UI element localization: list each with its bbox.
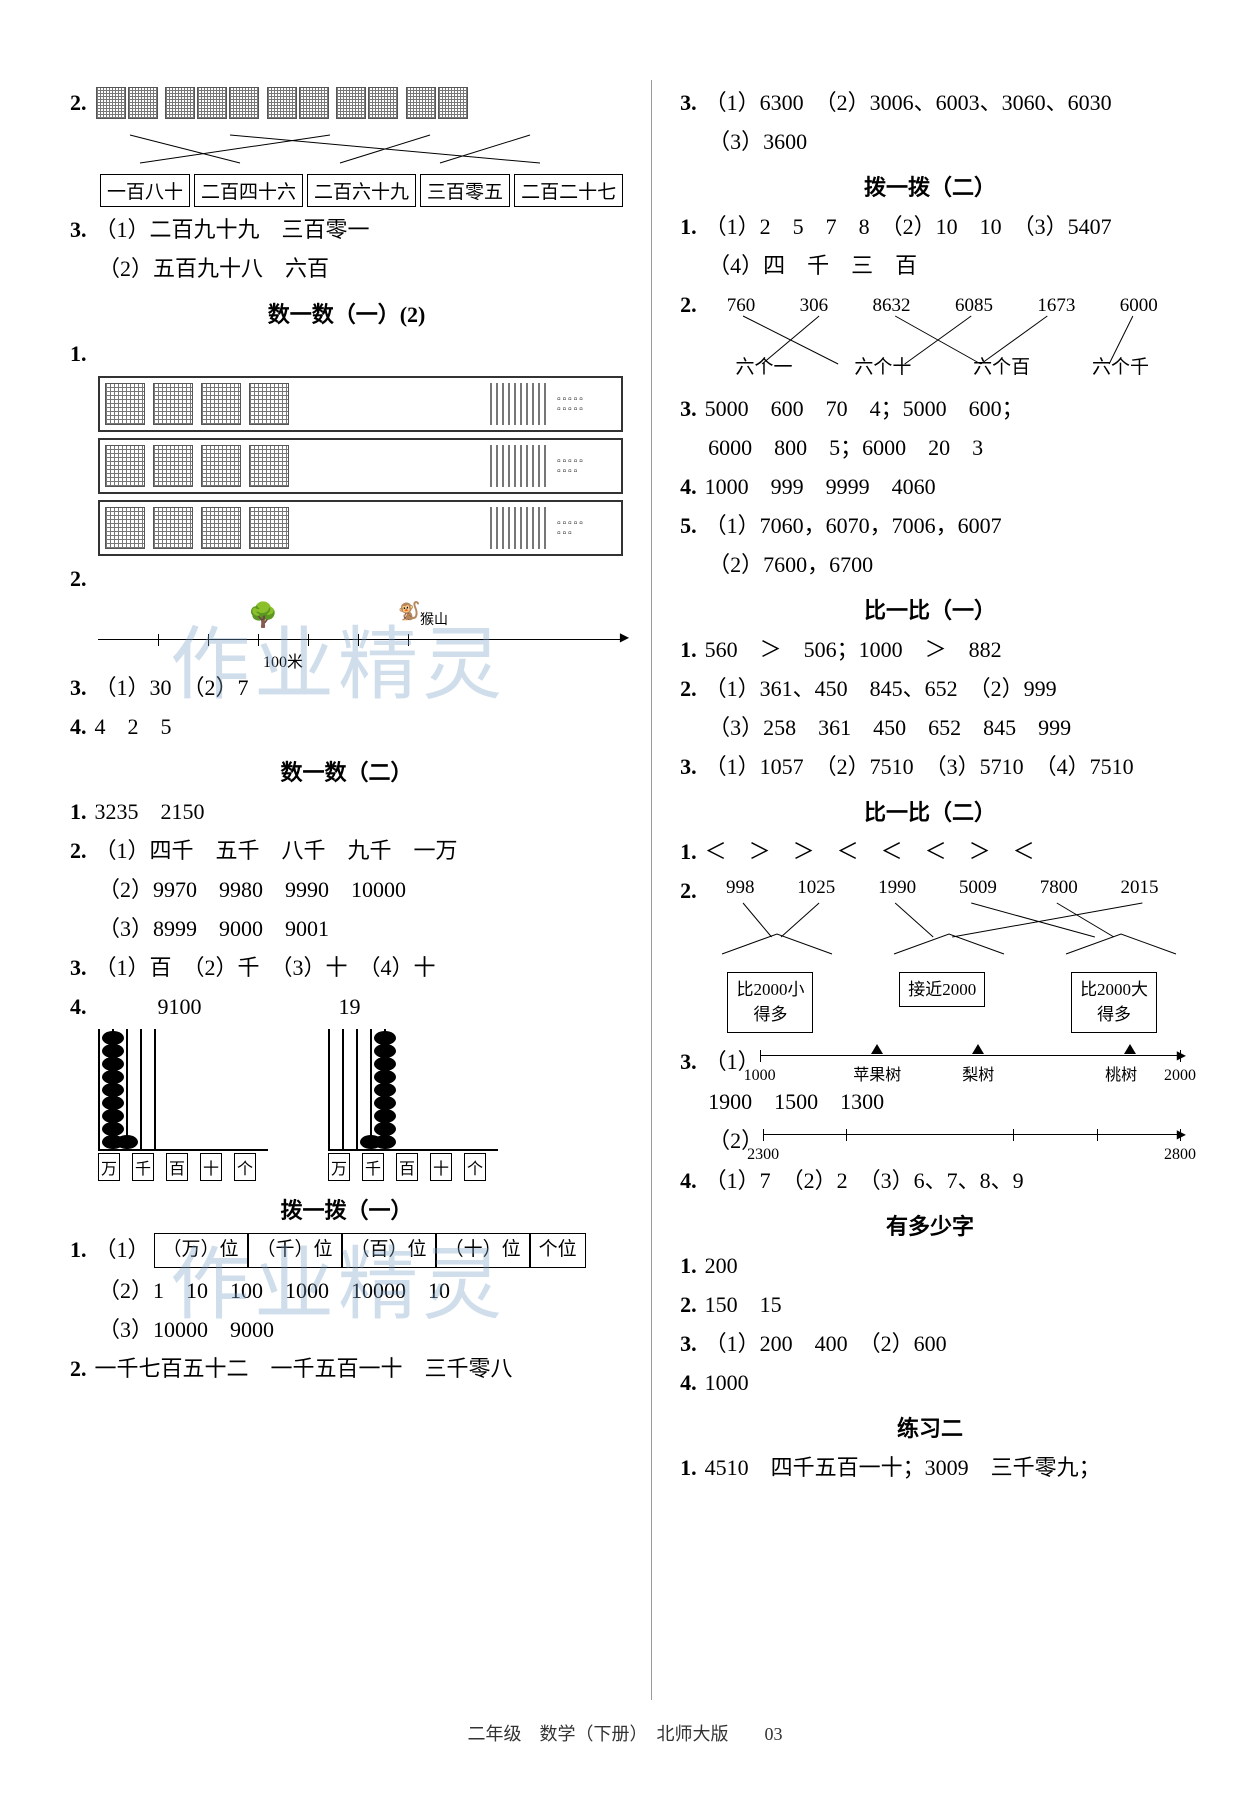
r5-q1: 1.4510 四千五百一十；3009 三千零九；	[680, 1451, 1180, 1484]
s2-q4: 4. 9100 19	[70, 990, 623, 1023]
r1-q5: 5.（1）7060，6070，7006，6007	[680, 509, 1180, 542]
tree-icon: 🌳	[248, 601, 278, 630]
q2-cross-lines	[100, 135, 590, 165]
r2-q2-2: （3）258 361 450 652 845 999	[708, 711, 1180, 744]
s2-q2-2: （2）9970 9980 9990 10000	[98, 873, 623, 906]
r1-q5-2: （2）7600，6700	[708, 548, 1180, 581]
q3-1: （1）二百九十九 三百零一	[95, 213, 370, 246]
section-title: 比一比（二）	[680, 795, 1180, 827]
r2-q3: 3.（1）1057 （2）7510 （3）5710 （4）7510	[680, 750, 1180, 783]
q2-box: 二百六十九	[307, 174, 416, 207]
page-columns: 2. 一百八十 二百四十六 二百六十九 三百零五 二百二十七 3.	[70, 80, 1180, 1700]
r2-q2: 2.（1）361、450 845、652 （2）999	[680, 672, 1180, 705]
r-q3: 3.（1）6300 （2）3006、6003、3060、6030	[680, 86, 1180, 119]
q2-box: 一百八十	[100, 174, 190, 207]
r3-q4: 4.（1）7 （2）2 （3）6、7、8、9	[680, 1164, 1180, 1197]
r-q3-2: （3）3600	[708, 125, 1180, 158]
r4-q2: 2.150 15	[680, 1288, 1180, 1321]
s2-q1: 1.3235 2150	[70, 795, 623, 828]
q3-2: （2）五百九十八 六百	[98, 252, 623, 285]
s2-q2-3: （3）8999 9000 9001	[98, 912, 623, 945]
column-divider	[651, 80, 652, 1700]
section-title: 有多少字	[680, 1209, 1180, 1241]
r1-q1: 1.（1）2 5 7 8 （2）10 10 （3）5407	[680, 210, 1180, 243]
r2-q1: 1.560 ＞ 506；1000 ＞ 882	[680, 633, 1180, 666]
s3-q1: 1.（1） （万）位 （千）位 （百）位 （十）位 个位	[70, 1233, 623, 1268]
r4-q4: 4.1000	[680, 1366, 1180, 1399]
s1-q3: 3.（1）30 （2）7	[70, 671, 623, 704]
r1-q2: 2. 760 306 8632 6085 1673 6000	[680, 288, 1180, 386]
abacus-1: 万 千 百 十 个	[98, 1029, 268, 1181]
r4-q3: 3.（1）200 400 （2）600	[680, 1327, 1180, 1360]
q3-num: 3.	[70, 213, 87, 246]
r3-q3-vals: 1900 1500 1300	[708, 1085, 1180, 1118]
r1-q1-2: （4）四 千 三 百	[708, 249, 1180, 282]
s2-q2: 2.（1）四千 五千 八千 九千 一万	[70, 834, 623, 867]
r1-q3-2: 6000 800 5；6000 20 3	[708, 431, 1180, 464]
monkey-icon: 🐒	[398, 601, 420, 622]
house-box: 接近2000	[899, 972, 985, 1008]
r1-q3: 3.5000 600 70 4；5000 600；	[680, 392, 1180, 425]
s1-q1: 1.	[70, 337, 623, 370]
s2-q3: 3.（1）百 （2）千 （3）十 （4）十	[70, 951, 623, 984]
q2-box: 三百零五	[420, 174, 510, 207]
abacus-pair: 万 千 百 十 个 万 千 百	[98, 1029, 623, 1181]
q2-blocks	[95, 86, 469, 129]
monkey-label: 猴山	[420, 609, 448, 629]
r3-q3: 3.（1） 1000 苹果树 梨树 桃树 2000	[680, 1045, 1180, 1079]
section-title: 拨一拨（二）	[680, 170, 1180, 202]
section-title: 拨一拨（一）	[70, 1193, 623, 1225]
r3-q3-nl2: （2） 2300 2800	[708, 1124, 1180, 1158]
s3-q1-2: （2）1 10 100 1000 10000 10	[98, 1274, 623, 1307]
numberline-graphic: 🌳 🐒 猴山 100米	[98, 605, 623, 665]
block-frame: ▫▫▫▫▫▫▫▫	[98, 500, 623, 556]
q2-num: 2.	[70, 86, 87, 119]
r3-q2: 2. 998 1025 1990 5009 7800 2015	[680, 874, 1180, 1039]
house-box: 比2000小 得多	[727, 972, 813, 1033]
r1-q4: 4.1000 999 9999 4060	[680, 470, 1180, 503]
s1-q2: 2.	[70, 562, 623, 595]
page-footer: 二年级 数学（下册） 北师大版 03	[70, 1720, 1180, 1746]
q3-row: 3. （1）二百九十九 三百零一	[70, 213, 623, 246]
left-column: 2. 一百八十 二百四十六 二百六十九 三百零五 二百二十七 3.	[70, 80, 623, 1700]
block-frame: ▫▫▫▫▫▫▫▫▫	[98, 438, 623, 494]
q2-box: 二百二十七	[514, 174, 623, 207]
section-title: 数一数（一）(2)	[70, 297, 623, 329]
r3-q1: 1.＜ ＞ ＞ ＜ ＜ ＜ ＞ ＜	[680, 835, 1180, 868]
section-title: 数一数（二）	[70, 755, 623, 787]
s3-q1-3: （3）10000 9000	[98, 1313, 623, 1346]
right-column: 3.（1）6300 （2）3006、6003、3060、6030 （3）3600…	[680, 80, 1180, 1700]
r4-q1: 1.200	[680, 1249, 1180, 1282]
s1-q4: 4.4 2 5	[70, 710, 623, 743]
s3-q2: 2.一千七百五十二 一千五百一十 三千零八	[70, 1352, 623, 1385]
section-title: 练习二	[680, 1411, 1180, 1443]
block-frame: ▫▫▫▫▫▫▫▫▫▫	[98, 376, 623, 432]
q2-box: 二百四十六	[194, 174, 303, 207]
q2-row: 2.	[70, 86, 623, 129]
house-box: 比2000大 得多	[1071, 972, 1157, 1033]
section-title: 比一比（一）	[680, 593, 1180, 625]
q2-boxes: 一百八十 二百四十六 二百六十九 三百零五 二百二十七	[100, 174, 623, 207]
abacus-2: 万 千 百 十 个	[328, 1029, 498, 1181]
